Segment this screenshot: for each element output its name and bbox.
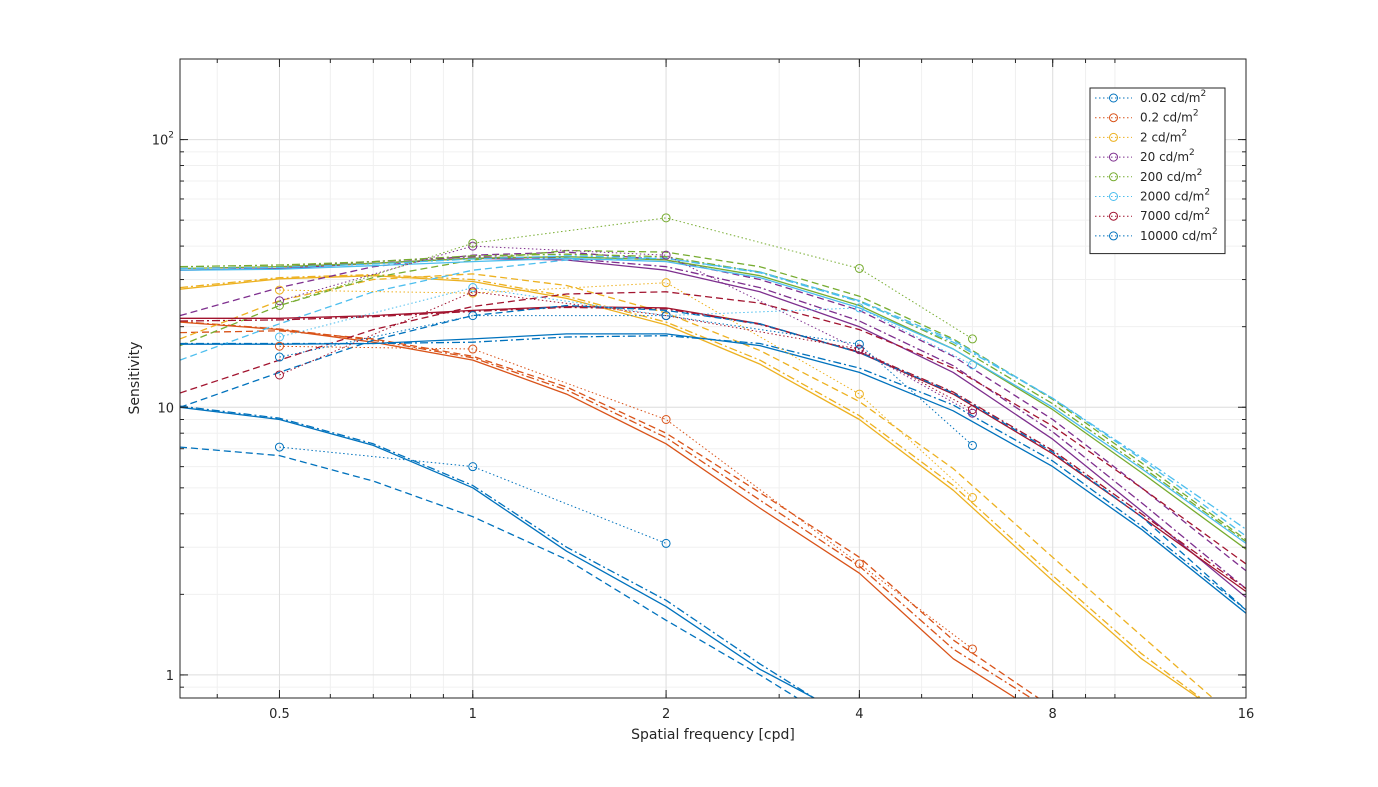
fit-curve-dashdot-series-1 [180, 405, 815, 698]
legend-entry-label: 200 cd/m2 [1140, 168, 1202, 184]
axis-ticks: 0.5 1 2 4 8 16 1 10 102 [152, 59, 1255, 722]
measured-point-series-7 [274, 370, 284, 380]
x-tick-label: 16 [1238, 707, 1255, 722]
legend-box [1089, 87, 1226, 255]
fit-curve-dashdot-series-2 [180, 320, 1032, 698]
fit-curve-solid-series-2 [180, 321, 1016, 698]
measured-point-series-6 [967, 360, 977, 370]
fit-curve-solid-series-8 [180, 333, 1246, 614]
measured-point-series-3 [967, 493, 977, 503]
fit-curve-solid-series-1 [180, 406, 815, 698]
measured-point-series-1 [468, 462, 478, 472]
x-axis-label: Spatial frequency [cpd] [631, 727, 795, 743]
measured-point-series-7 [468, 287, 478, 297]
measured-line-series-1 [279, 446, 667, 544]
measured-point-series-5 [274, 300, 284, 310]
fit-curves [180, 249, 1246, 698]
measured-point-series-1 [274, 442, 284, 452]
measured-point-series-2 [854, 559, 864, 569]
fit-curve-dashdot-series-7 [180, 306, 1246, 590]
measured-point-series-7 [854, 344, 864, 354]
measured-point-series-2 [274, 341, 284, 351]
measured-line-series-8 [279, 315, 973, 446]
plot-area-frame [179, 58, 1247, 699]
measured-point-series-8 [661, 311, 671, 321]
legend-marker [1109, 231, 1118, 241]
fit-curve-solid-series-5 [180, 256, 1246, 550]
fit-curve-dashdot-series-8 [180, 335, 1246, 611]
x-tick-label: 2 [662, 707, 670, 722]
y-tick-label: 10 [157, 401, 174, 416]
fit-curve-dashed-series-6 [180, 257, 1246, 537]
fit-curve-dashdot-series-3 [180, 273, 1202, 698]
measured-point-series-8 [274, 352, 284, 362]
y-tick-label: 102 [152, 131, 174, 149]
measured-point-series-3 [661, 278, 671, 288]
measured-line-series-3 [279, 282, 973, 498]
measured-point-series-8 [854, 339, 864, 349]
legend: 0.02 cd/m2 0.2 cd/m2 2 cd/m2 20 cd/m2 200 cd… [1089, 87, 1226, 255]
legend-entry-label: 7000 cd/m2 [1140, 207, 1210, 223]
measured-point-series-8 [967, 440, 977, 450]
fit-curve-dashdot-series-5 [180, 253, 1246, 543]
measured-point-series-6 [854, 303, 864, 313]
legend-entry-label: 20 cd/m2 [1140, 148, 1195, 164]
x-tick-label: 4 [855, 707, 863, 722]
grid [180, 59, 1247, 698]
y-axis-label: Sensitivity [127, 342, 143, 415]
fit-curve-dashed-series-2 [180, 330, 1039, 698]
measured-point-series-4 [468, 241, 478, 251]
legend-marker [1109, 172, 1118, 182]
measured-point-series-5 [854, 263, 864, 273]
fit-curve-dashed-series-5 [180, 249, 1246, 541]
measured-point-series-4 [661, 250, 671, 260]
legend-marker [1109, 93, 1118, 103]
measured-point-series-3 [854, 389, 864, 399]
fit-curve-dashed-series-3 [180, 273, 1214, 698]
measured-data [274, 213, 977, 654]
measured-point-series-7 [967, 405, 977, 415]
measured-point-series-2 [661, 415, 671, 425]
measured-point-series-2 [967, 644, 977, 654]
measured-point-series-1 [661, 538, 671, 548]
fit-curve-dashed-series-4 [180, 251, 1246, 572]
legend-entry-label: 0.2 cd/m2 [1140, 109, 1199, 125]
x-tick-label: 0.5 [269, 707, 290, 722]
legend-marker [1109, 132, 1118, 142]
fit-curve-solid-series-6 [180, 257, 1246, 544]
measured-line-series-2 [279, 345, 973, 650]
measured-point-series-3 [274, 285, 284, 295]
fit-curve-dashed-series-8 [180, 304, 1246, 611]
legend-marker [1109, 113, 1118, 123]
measured-point-series-4 [274, 296, 284, 306]
fit-curve-solid-series-3 [180, 275, 1199, 698]
measured-point-series-2 [468, 344, 478, 354]
legend-entry-label: 2000 cd/m2 [1140, 188, 1210, 204]
measured-line-series-6 [279, 287, 973, 366]
legend-marker [1109, 211, 1118, 221]
fit-curve-solid-series-7 [180, 305, 1246, 593]
measured-point-series-6 [274, 332, 284, 342]
legend-marker [1109, 192, 1118, 201]
measured-line-series-7 [279, 291, 973, 411]
fit-curve-dashdot-series-6 [180, 255, 1246, 530]
measured-point-series-5 [468, 238, 478, 248]
legend-entry-label: 10000 cd/m2 [1140, 227, 1218, 243]
y-tick-label: 1 [166, 669, 174, 684]
measured-point-series-5 [661, 213, 671, 223]
measured-line-series-4 [279, 245, 973, 414]
measured-point-series-5 [967, 334, 977, 344]
legend-marker [1109, 152, 1118, 162]
x-tick-label: 1 [469, 707, 477, 722]
legend-entry-label: 0.02 cd/m2 [1140, 89, 1206, 105]
x-tick-label: 8 [1049, 707, 1057, 722]
legend-entry-label: 2 cd/m2 [1140, 128, 1187, 144]
measured-point-series-6 [468, 283, 478, 293]
measured-point-series-8 [468, 311, 478, 321]
fit-curve-dashed-series-1 [180, 446, 798, 698]
